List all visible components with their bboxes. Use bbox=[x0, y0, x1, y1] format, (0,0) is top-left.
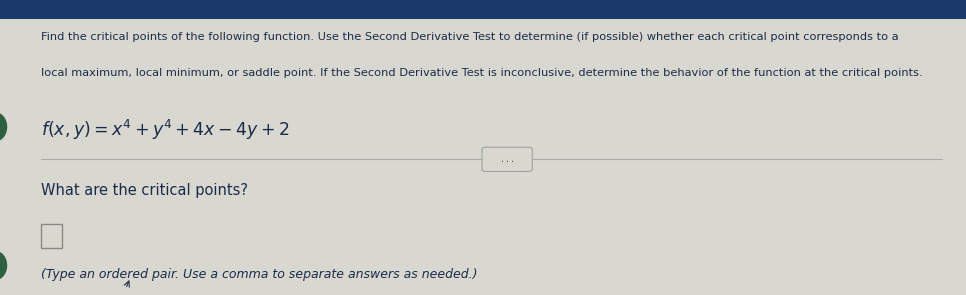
Text: What are the critical points?: What are the critical points? bbox=[41, 183, 247, 198]
Text: Find the critical points of the following function. Use the Second Derivative Te: Find the critical points of the followin… bbox=[41, 32, 898, 42]
Bar bbox=[0, 0, 966, 19]
Text: local maximum, local minimum, or saddle point. If the Second Derivative Test is : local maximum, local minimum, or saddle … bbox=[41, 68, 923, 78]
FancyBboxPatch shape bbox=[482, 147, 532, 171]
Text: ...: ... bbox=[499, 155, 515, 164]
Bar bbox=[41, 224, 62, 248]
Ellipse shape bbox=[0, 251, 8, 280]
Text: $f(x,y) = x^4 + y^4 + 4x - 4y + 2$: $f(x,y) = x^4 + y^4 + 4x - 4y + 2$ bbox=[41, 118, 289, 142]
Text: (Type an ordered pair. Use a comma to separate answers as needed.): (Type an ordered pair. Use a comma to se… bbox=[41, 268, 477, 281]
Ellipse shape bbox=[0, 112, 8, 142]
